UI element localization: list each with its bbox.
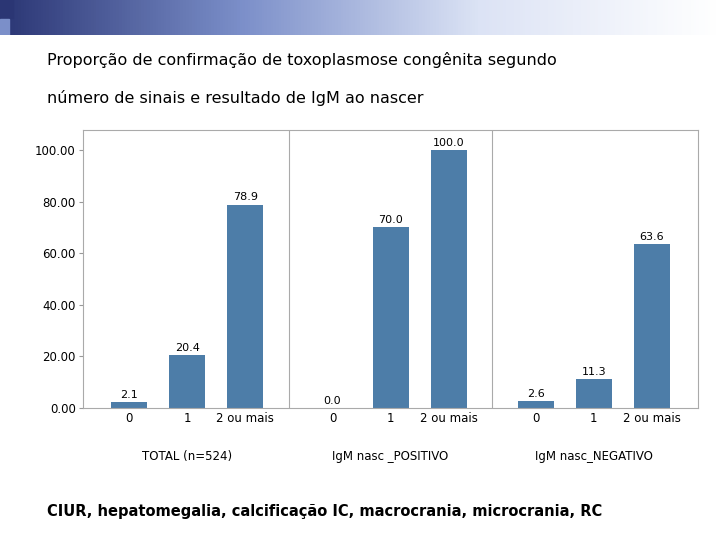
Text: 20.4: 20.4 <box>175 343 199 353</box>
Text: Proporção de confirmação de toxoplasmose congênita segundo: Proporção de confirmação de toxoplasmose… <box>47 52 557 68</box>
Text: 2.1: 2.1 <box>120 390 138 400</box>
Text: 63.6: 63.6 <box>639 232 665 242</box>
Bar <box>518 401 554 408</box>
Bar <box>112 402 148 408</box>
Text: 0.0: 0.0 <box>324 396 341 406</box>
Bar <box>0 0 13 17</box>
Text: IgM nasc _POSITIVO: IgM nasc _POSITIVO <box>333 450 449 463</box>
Text: IgM nasc_NEGATIVO: IgM nasc_NEGATIVO <box>535 450 653 463</box>
Text: CIUR, hepatomegalia, calcificação IC, macrocrania, microcrania, RC: CIUR, hepatomegalia, calcificação IC, ma… <box>47 504 602 519</box>
Text: 11.3: 11.3 <box>582 367 606 376</box>
Text: TOTAL (n=524): TOTAL (n=524) <box>143 450 233 463</box>
Bar <box>431 150 467 408</box>
Text: número de sinais e resultado de IgM ao nascer: número de sinais e resultado de IgM ao n… <box>47 90 423 105</box>
Bar <box>576 379 612 408</box>
Bar <box>0 19 9 35</box>
Bar <box>372 227 409 408</box>
Text: 70.0: 70.0 <box>378 215 403 225</box>
Bar <box>634 244 670 408</box>
Bar <box>169 355 205 408</box>
Text: 2.6: 2.6 <box>527 389 544 399</box>
Text: 78.9: 78.9 <box>233 192 258 202</box>
Bar <box>228 205 264 408</box>
Text: 100.0: 100.0 <box>433 138 464 148</box>
